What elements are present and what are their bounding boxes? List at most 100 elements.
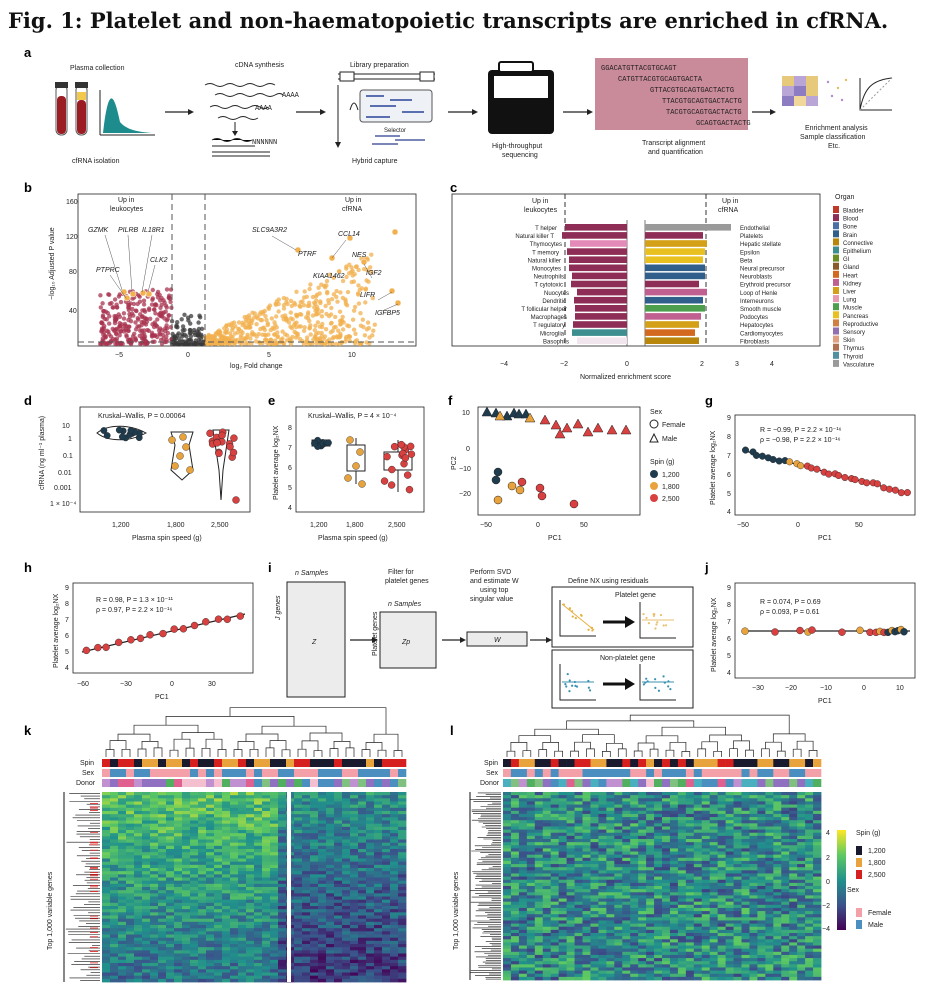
heatmap-cell (326, 966, 335, 970)
step-sample-classification: Sample classification (800, 134, 865, 141)
heatmap-cell (118, 969, 127, 973)
volcano-point (307, 303, 312, 308)
heatmap-cell (326, 931, 335, 935)
heatmap-cell (158, 874, 167, 878)
heatmap-cell (662, 842, 671, 846)
heatmap-cell (198, 861, 207, 866)
heatmap-cell (709, 813, 719, 818)
heatmap-cell (366, 906, 375, 910)
heatmap-cell (310, 811, 319, 815)
heatmap-cell (238, 950, 247, 954)
heatmap-cell (350, 861, 359, 866)
cell-type-label: Dendritic (542, 299, 566, 305)
volcano-point (146, 306, 152, 311)
heatmap-cell (342, 817, 351, 821)
heatmap-cell (222, 795, 231, 799)
heatmap-cell (278, 868, 287, 872)
heatmap-cell (302, 880, 311, 885)
heatmap-cell (174, 861, 183, 866)
heatmap-cell (254, 915, 263, 920)
heatmap-cell (358, 947, 367, 951)
heatmap-cell (214, 928, 223, 932)
heatmap-cell (246, 804, 255, 809)
heatmap-cell (334, 896, 343, 901)
tick-label: 8 (727, 434, 731, 441)
donor-annotation-cell (813, 779, 822, 787)
spin-annotation-cell (701, 759, 711, 767)
heatmap-cell (302, 842, 311, 847)
heatmap-cell (741, 813, 750, 818)
heatmap-cell (717, 792, 726, 796)
heatmap-cell (182, 963, 191, 967)
heatmap-cell (254, 836, 263, 840)
volcano-point (146, 328, 151, 333)
heatmap-cell (142, 814, 151, 818)
volcano-point (99, 320, 104, 326)
volcano-point (182, 312, 187, 317)
heatmap-cell (717, 829, 726, 834)
heatmap-cell (382, 934, 391, 939)
heatmap-cell (262, 972, 271, 977)
heatmap-cell (534, 829, 544, 834)
heatmap-cell (294, 959, 303, 964)
heatmap-cell (158, 868, 167, 872)
heatmap-cell (198, 795, 207, 799)
heatmap-cell (294, 792, 303, 796)
volcano-point (175, 325, 180, 330)
heatmap-cell (318, 861, 327, 866)
heatmap-cell (757, 807, 766, 812)
heatmap-cell (118, 925, 127, 929)
heatmap-cell (150, 798, 159, 802)
heatmap-cell (614, 842, 623, 846)
heatmap-cell (270, 931, 279, 935)
heatmap-cell (310, 975, 319, 980)
heatmap-cell (358, 966, 367, 970)
heatmap-cell (390, 912, 399, 916)
volcano-point (187, 331, 193, 336)
heatmap-cell (302, 861, 311, 866)
heatmap-cell (278, 956, 287, 961)
heatmap-cell (310, 906, 319, 910)
heatmap-cell (110, 978, 119, 983)
heatmap-cell (374, 852, 383, 856)
heatmap-cell (813, 804, 822, 809)
heatmap-cell (310, 864, 319, 869)
heatmap-cell (310, 947, 319, 951)
box-title: Non-platelet gene (600, 655, 655, 662)
heatmap-cell (773, 795, 782, 799)
spin-annotation-cell (342, 759, 351, 767)
alignment-box (595, 58, 748, 130)
donor-annotation-cell (550, 779, 559, 787)
heatmap-cell (150, 823, 159, 828)
heatmap-cell (110, 826, 119, 831)
heatmap-cell (382, 947, 391, 951)
heatmap-cell (733, 832, 742, 837)
heatmap-cell (342, 950, 351, 954)
heatmap-cell (166, 804, 175, 809)
heatmap-cell (134, 947, 143, 951)
heatmap-cell (102, 953, 111, 958)
heatmap-cell (190, 842, 199, 847)
heatmap-cell (398, 858, 407, 863)
heatmap-cell (142, 893, 151, 897)
residual-mini-plots (559, 600, 676, 701)
heatmap-cell (765, 817, 774, 821)
volcano-point (337, 269, 342, 274)
heatmap-cell (222, 811, 231, 815)
heatmap-cell (294, 966, 303, 970)
heatmap-cell (630, 810, 639, 815)
cfrna-point (213, 439, 221, 447)
heatmap-cell (310, 883, 319, 888)
heatmap-cell (134, 890, 143, 894)
nx-point (356, 448, 364, 456)
heatmap-cell (366, 887, 375, 891)
heatmap-cell (510, 804, 520, 809)
heatmap-cell (198, 798, 207, 802)
spin-annotation-cell (350, 759, 359, 767)
heatmap-cell (110, 849, 119, 853)
heatmap-cell (174, 931, 183, 935)
heatmap-cell (214, 978, 223, 983)
heatmap-cell (725, 817, 734, 821)
heatmap-cell (677, 817, 687, 821)
volcano-point (100, 336, 106, 341)
